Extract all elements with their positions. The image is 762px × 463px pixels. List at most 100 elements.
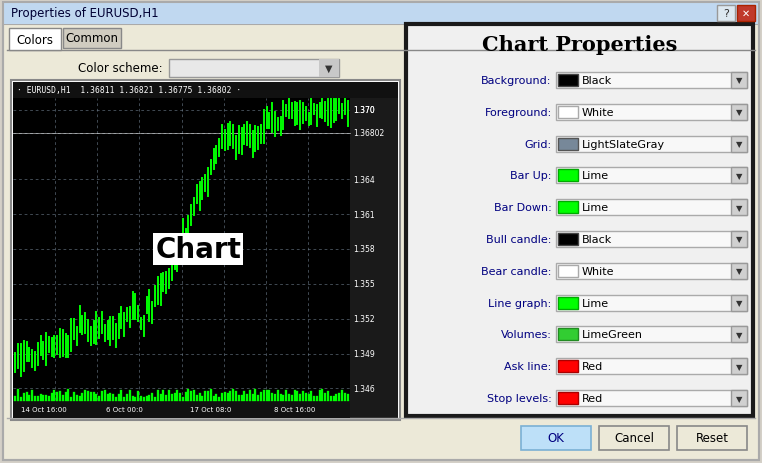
Bar bbox=[737, 6, 755, 22]
Text: Foreground:: Foreground: bbox=[485, 107, 552, 118]
Text: Color scheme:: Color scheme: bbox=[78, 63, 163, 75]
Bar bbox=[555, 232, 747, 247]
Text: Common: Common bbox=[66, 32, 119, 45]
FancyBboxPatch shape bbox=[63, 29, 121, 49]
Text: · EURUSD,H1  1.36811 1.36821 1.36775 1.36802 ·: · EURUSD,H1 1.36811 1.36821 1.36775 1.36… bbox=[17, 86, 242, 95]
Bar bbox=[319, 60, 339, 78]
Text: Background:: Background: bbox=[482, 76, 552, 86]
Bar bbox=[13, 83, 398, 99]
Bar bbox=[3, 3, 759, 25]
Bar bbox=[731, 295, 747, 311]
Text: 1.361: 1.361 bbox=[353, 210, 375, 219]
Bar bbox=[555, 73, 747, 89]
Bar bbox=[731, 73, 747, 89]
Text: ▼: ▼ bbox=[736, 203, 742, 212]
FancyBboxPatch shape bbox=[521, 426, 591, 450]
Text: 1.370: 1.370 bbox=[353, 106, 375, 115]
Text: ✕: ✕ bbox=[742, 9, 750, 19]
Text: ▼: ▼ bbox=[736, 394, 742, 403]
Bar bbox=[558, 202, 578, 214]
Text: Bear candle:: Bear candle: bbox=[482, 266, 552, 276]
Bar bbox=[555, 200, 747, 216]
Bar bbox=[731, 358, 747, 375]
Text: ▼: ▼ bbox=[736, 171, 742, 181]
Text: Cancel: Cancel bbox=[614, 432, 654, 444]
Bar bbox=[555, 390, 747, 406]
Text: ?: ? bbox=[723, 9, 729, 19]
Text: Ask line:: Ask line: bbox=[504, 362, 552, 371]
Bar bbox=[558, 233, 578, 245]
Text: Bar Up:: Bar Up: bbox=[511, 171, 552, 181]
Bar bbox=[731, 390, 747, 406]
Bar bbox=[555, 136, 747, 152]
Text: 8 Oct 16:00: 8 Oct 16:00 bbox=[274, 406, 315, 412]
Text: ▼: ▼ bbox=[736, 330, 742, 339]
Bar bbox=[555, 327, 747, 343]
Bar bbox=[558, 265, 578, 277]
Bar bbox=[555, 263, 747, 279]
Bar bbox=[555, 168, 747, 184]
Text: Bull candle:: Bull candle: bbox=[486, 234, 552, 244]
FancyBboxPatch shape bbox=[599, 426, 669, 450]
Bar bbox=[11, 81, 400, 420]
Text: Volumes:: Volumes: bbox=[501, 330, 552, 340]
Text: Bar Down:: Bar Down: bbox=[494, 203, 552, 213]
Bar bbox=[731, 327, 747, 343]
Bar bbox=[555, 295, 747, 311]
Text: ▼: ▼ bbox=[736, 108, 742, 117]
Text: Line graph:: Line graph: bbox=[488, 298, 552, 308]
Text: 17 Oct 08:0: 17 Oct 08:0 bbox=[190, 406, 232, 412]
Text: Lime: Lime bbox=[581, 171, 609, 181]
Text: 1.349: 1.349 bbox=[353, 349, 375, 358]
Bar bbox=[153, 233, 243, 265]
Bar bbox=[558, 361, 578, 372]
Text: Colors: Colors bbox=[17, 33, 53, 46]
Bar bbox=[555, 105, 747, 120]
Text: ▼: ▼ bbox=[736, 235, 742, 244]
Bar bbox=[558, 170, 578, 182]
Text: Reset: Reset bbox=[696, 432, 728, 444]
Text: 1.364: 1.364 bbox=[353, 175, 375, 184]
Bar bbox=[731, 263, 747, 279]
Text: Red: Red bbox=[581, 393, 603, 403]
Bar bbox=[717, 6, 735, 22]
Bar bbox=[406, 25, 753, 416]
Text: ▼: ▼ bbox=[325, 64, 333, 74]
Bar bbox=[169, 60, 339, 78]
Text: ▼: ▼ bbox=[736, 362, 742, 371]
Text: Black: Black bbox=[581, 234, 612, 244]
Text: 1.370: 1.370 bbox=[353, 106, 375, 115]
Text: ▼: ▼ bbox=[736, 267, 742, 276]
Bar bbox=[731, 105, 747, 120]
Bar bbox=[558, 138, 578, 150]
Bar bbox=[731, 136, 747, 152]
Text: Properties of EURUSD,H1: Properties of EURUSD,H1 bbox=[11, 7, 158, 20]
Text: White: White bbox=[581, 266, 614, 276]
Bar bbox=[558, 297, 578, 309]
Text: ▼: ▼ bbox=[736, 299, 742, 307]
Text: OK: OK bbox=[548, 432, 565, 444]
Text: Stop levels:: Stop levels: bbox=[487, 393, 552, 403]
Bar bbox=[558, 329, 578, 341]
Text: Chart: Chart bbox=[155, 236, 242, 263]
Text: 6 Oct 00:0: 6 Oct 00:0 bbox=[106, 406, 142, 412]
Text: ▼: ▼ bbox=[736, 140, 742, 149]
Text: LimeGreen: LimeGreen bbox=[581, 330, 642, 340]
Text: LightSlateGray: LightSlateGray bbox=[581, 139, 665, 149]
Text: 14 Oct 16:00: 14 Oct 16:00 bbox=[21, 406, 67, 412]
Bar bbox=[731, 232, 747, 247]
Text: Lime: Lime bbox=[581, 298, 609, 308]
Bar bbox=[731, 168, 747, 184]
Text: Black: Black bbox=[581, 76, 612, 86]
Bar bbox=[558, 75, 578, 87]
Bar bbox=[350, 83, 398, 418]
Bar bbox=[13, 83, 398, 418]
Bar bbox=[558, 392, 578, 404]
Text: Chart Properties: Chart Properties bbox=[482, 35, 677, 55]
Text: 1.346: 1.346 bbox=[353, 384, 375, 393]
Text: White: White bbox=[581, 107, 614, 118]
Bar bbox=[13, 400, 350, 418]
FancyBboxPatch shape bbox=[677, 426, 747, 450]
Text: 1.358: 1.358 bbox=[353, 245, 375, 254]
Text: 1.352: 1.352 bbox=[353, 314, 375, 324]
